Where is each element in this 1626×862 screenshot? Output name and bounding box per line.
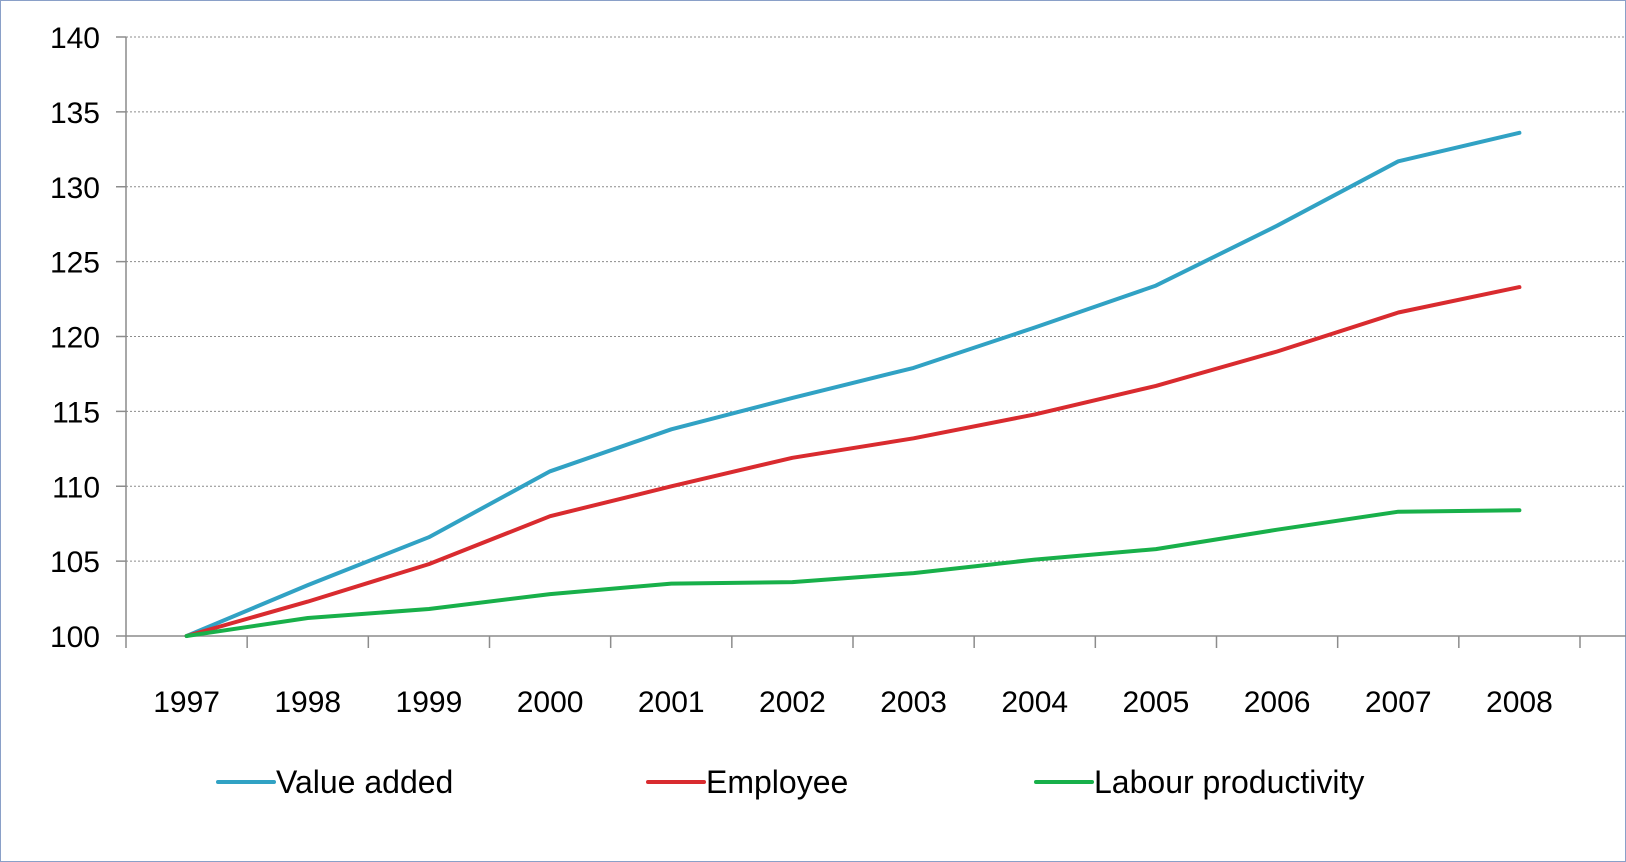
y-tick-label: 120	[50, 322, 100, 355]
y-tick-label: 130	[50, 172, 100, 205]
series-line	[184, 130, 1522, 638]
legend-label: Value added	[276, 764, 453, 800]
y-tick-label: 100	[50, 621, 100, 654]
x-axis-ticks: 1997 1998 1999 2000 2001 2002 2003 2004 2005 2006…	[125, 636, 1581, 719]
y-tick-label: 115	[52, 396, 100, 429]
legend: Value added Employee Labour productivity	[216, 764, 1364, 800]
series-line	[184, 508, 1522, 638]
x-tick-label: 1999	[396, 686, 463, 719]
y-tick-label: 140	[50, 22, 100, 55]
y-axis-ticks: 100 105 110 115 120 125 130 135 140	[50, 22, 126, 654]
x-tick-label: 2004	[1001, 686, 1068, 719]
legend-item: Value added	[216, 764, 453, 800]
legend-item: Employee	[646, 764, 848, 800]
x-tick-label: 1998	[274, 686, 341, 719]
x-tick-label: 2003	[880, 686, 947, 719]
y-tick-label: 110	[52, 471, 100, 504]
x-tick-label: 2000	[517, 686, 584, 719]
x-tick-label: 1997	[153, 686, 220, 719]
x-tick-label: 2002	[759, 686, 826, 719]
series-lines	[184, 130, 1522, 638]
y-tick-label: 135	[50, 97, 100, 130]
x-tick-label: 2005	[1123, 686, 1190, 719]
legend-item: Labour productivity	[1034, 764, 1364, 800]
x-tick-label: 2001	[638, 686, 705, 719]
gridlines	[126, 36, 1626, 562]
legend-label: Labour productivity	[1094, 764, 1364, 800]
y-tick-label: 105	[50, 546, 100, 579]
series-line	[184, 285, 1522, 638]
legend-label: Employee	[706, 764, 848, 800]
y-tick-label: 125	[50, 247, 100, 280]
x-tick-label: 2006	[1244, 686, 1311, 719]
x-tick-label: 2007	[1365, 686, 1432, 719]
x-tick-label: 2008	[1486, 686, 1553, 719]
